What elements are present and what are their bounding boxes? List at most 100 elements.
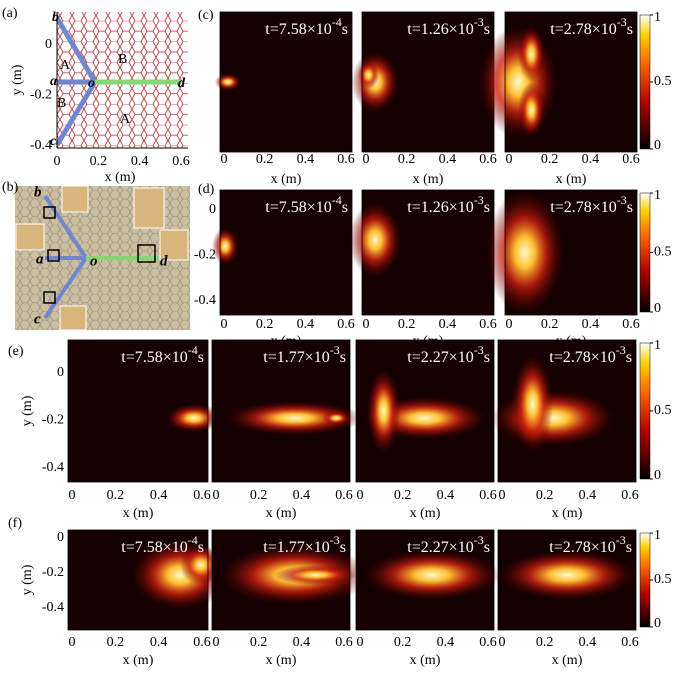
x-tick-label: 0 (363, 317, 370, 332)
x-tick-label: 0.4 (297, 317, 315, 332)
x-tick-label: 0 (499, 635, 506, 650)
x-tick-label: 0.2 (107, 488, 125, 503)
point-label: d (178, 76, 186, 91)
heat-glow (478, 26, 558, 138)
heat-glow (498, 550, 636, 600)
y-label: y (m) (10, 64, 25, 95)
y-tick-label: -0.4 (42, 600, 64, 615)
time-base: t=7.58×10 (265, 21, 332, 38)
x-tick-label: 0.2 (536, 635, 554, 650)
x-tick-label: 0.2 (394, 635, 412, 650)
time-label: t=2.78×10-3s (549, 343, 632, 366)
colorbar-tick-label: 0 (654, 138, 661, 153)
x-label: x (m) (271, 172, 302, 187)
time-exponent: -3 (330, 343, 340, 357)
x-label: x (m) (552, 506, 583, 521)
time-base: t=1.77×10 (263, 539, 330, 556)
x-tick-label: 0.2 (536, 488, 554, 503)
x-tick-label: 0.6 (479, 488, 497, 503)
time-base: t=7.58×10 (121, 349, 188, 366)
time-exponent: -3 (474, 533, 484, 547)
x-label: x (m) (552, 653, 583, 668)
point-label: c (50, 134, 57, 149)
y-tick-label: 0 (209, 202, 216, 217)
colorbar-tick-label: 0.5 (654, 74, 672, 89)
x-label: x (m) (413, 172, 444, 187)
x-tick-label: 0 (221, 152, 228, 167)
panel-label: (e) (8, 344, 24, 359)
x-tick-label: 0.4 (437, 635, 455, 650)
heat-glow (212, 227, 239, 265)
panel-label: (f) (8, 516, 22, 531)
x-tick-label: 0.6 (335, 488, 353, 503)
point-label: b (34, 184, 42, 200)
time-label: t=1.26×10-3s (407, 15, 490, 38)
time-label: t=1.77×10-3s (263, 533, 346, 556)
time-unit: s (340, 349, 346, 366)
time-base: t=2.78×10 (549, 539, 616, 556)
x-tick-label: 0.6 (172, 154, 190, 169)
time-label: t=7.58×10-4s (265, 15, 348, 38)
colorbar-tick-label: 0 (654, 468, 661, 483)
x-tick-label: 0.4 (293, 635, 311, 650)
time-label: t=1.77×10-3s (263, 343, 346, 366)
time-unit: s (340, 539, 346, 556)
time-base: t=2.78×10 (549, 349, 616, 366)
x-tick-label: 0.4 (439, 152, 457, 167)
x-tick-label: 0.4 (297, 152, 315, 167)
x-tick-label: 0 (221, 317, 228, 332)
y-tick-label: 0 (57, 530, 64, 545)
x-tick-label: 0.6 (622, 152, 640, 167)
heat-glow (214, 73, 242, 91)
time-label: t=2.27×10-3s (407, 533, 490, 556)
time-base: t=1.77×10 (263, 349, 330, 366)
time-unit: s (484, 199, 490, 216)
x-tick-label: 0.2 (250, 488, 268, 503)
x-tick-label: 0.4 (150, 488, 168, 503)
x-tick-label: 0.2 (107, 635, 125, 650)
time-label: t=2.27×10-3s (407, 343, 490, 366)
time-exponent: -3 (330, 533, 340, 547)
colorbar-tick-label: 0.5 (654, 403, 672, 418)
time-exponent: -4 (332, 193, 342, 207)
x-tick-label: 0.2 (90, 154, 108, 169)
colorbar (639, 342, 651, 480)
panel-label: (a) (2, 6, 18, 21)
region-label: A (60, 58, 71, 73)
heatmap-frame (67, 339, 209, 483)
y-tick-label: -0.4 (42, 460, 64, 475)
time-exponent: -3 (474, 343, 484, 357)
heatmap (220, 12, 352, 152)
time-exponent: -3 (474, 193, 484, 207)
colorbar-tick-label: 0 (654, 301, 661, 316)
x-tick-label: 0 (506, 317, 513, 332)
time-base: t=2.27×10 (407, 539, 474, 556)
time-unit: s (198, 539, 204, 556)
point-label: a (50, 74, 57, 89)
x-tick-label: 0.4 (150, 635, 168, 650)
time-base: t=2.78×10 (550, 199, 617, 216)
time-exponent: -3 (616, 533, 626, 547)
x-label: x (m) (266, 506, 297, 521)
heatmap-frame (355, 529, 495, 631)
heatmap-frame (211, 529, 351, 631)
time-base: t=2.27×10 (407, 349, 474, 366)
x-label: x (m) (410, 506, 441, 521)
inset-photos (15, 185, 189, 331)
time-base: t=2.78×10 (550, 21, 617, 38)
x-tick-label: 0.4 (582, 152, 600, 167)
heatmap-frame (497, 339, 637, 483)
x-tick-label: 0 (213, 635, 220, 650)
y-tick-label: -0.2 (42, 413, 64, 428)
heatmap-frame (504, 11, 638, 153)
x-label: x (m) (123, 506, 154, 521)
x-label: x (m) (556, 172, 587, 187)
time-label: t=7.58×10-4s (121, 343, 204, 366)
time-unit: s (484, 21, 490, 38)
x-label: x (m) (123, 653, 154, 668)
point-label: o (88, 76, 95, 91)
markers (43, 206, 156, 304)
x-tick-label: 0.4 (131, 154, 149, 169)
x-label: x (m) (105, 170, 136, 185)
